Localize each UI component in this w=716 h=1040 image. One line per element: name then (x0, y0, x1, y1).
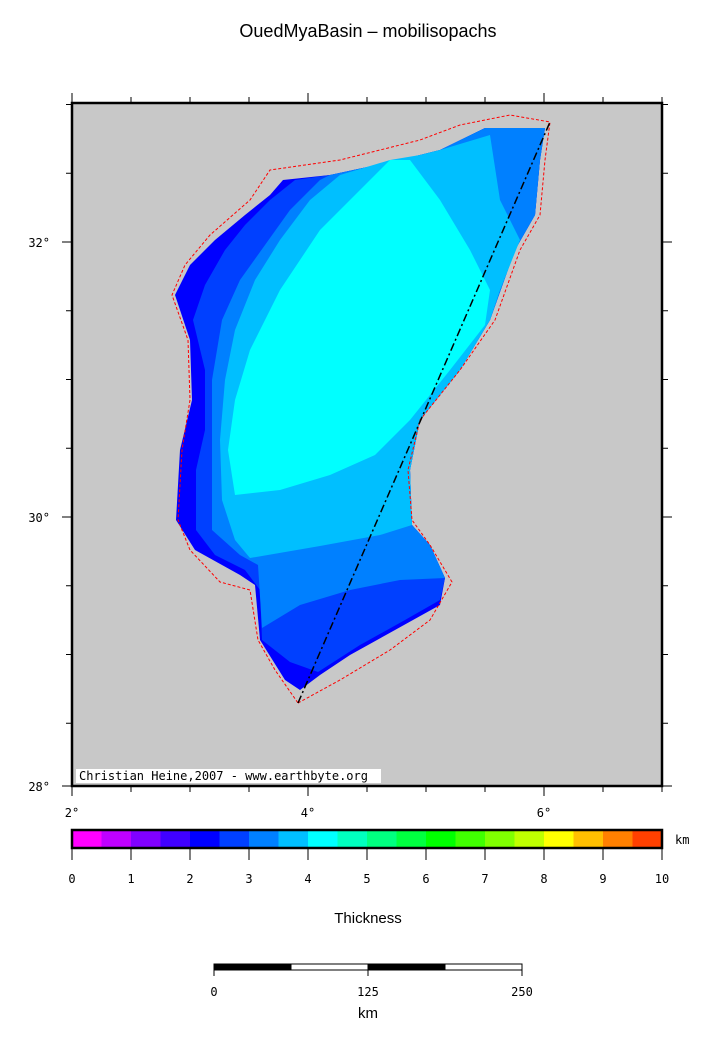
lon-label: 2° (65, 806, 79, 820)
colorbar-swatch (632, 830, 663, 848)
colorbar-swatch (219, 830, 250, 848)
scalebar-label: 250 (511, 985, 533, 999)
colorbar-frame (70, 828, 664, 850)
colorbar-swatch (544, 830, 574, 848)
colorbar-swatch (396, 830, 427, 848)
thickness-layer (228, 160, 490, 495)
scalebar-label: 0 (210, 985, 217, 999)
scalebar-segment (367, 963, 446, 971)
colorbar-swatch (337, 830, 368, 848)
scalebar-segment (213, 963, 292, 971)
colorbar-unit: km (675, 833, 689, 847)
profile-line (297, 121, 551, 704)
basin-outline (171, 114, 551, 704)
map-title: OuedMyaBasin – mobilisopachs (239, 21, 496, 41)
colorbar-swatch (455, 830, 486, 848)
colorbar-tick-label: 1 (127, 872, 134, 886)
credit-box (76, 769, 381, 783)
colorbar-swatch (72, 830, 102, 848)
colorbar-swatch (573, 830, 604, 848)
colorbar-tick-label: 9 (599, 872, 606, 886)
colorbar: 0 1 2 3 4 5 6 7 8 9 10 km Thickness (68, 828, 689, 927)
colorbar-swatch (367, 830, 397, 848)
colorbar-tick-label: 7 (481, 872, 488, 886)
colorbar-swatch (308, 830, 338, 848)
lat-label: 30° (28, 511, 50, 525)
colorbar-tick-label: 10 (655, 872, 669, 886)
scalebar: km 0 125 250 (210, 963, 533, 1022)
colorbar-swatch (101, 830, 132, 848)
colorbar-swatch (485, 830, 515, 848)
colorbar-swatch (514, 830, 545, 848)
colorbar-swatch (160, 830, 191, 848)
colorbar-tick-label: 5 (363, 872, 370, 886)
colorbar-swatch (278, 830, 309, 848)
lon-label: 6° (537, 806, 551, 820)
scalebar-segment (444, 963, 523, 971)
colorbar-swatch (426, 830, 456, 848)
scalebar-segment (290, 963, 369, 971)
colorbar-tick-label: 0 (68, 872, 75, 886)
lat-label: 28° (28, 780, 50, 794)
lat-label: 32° (28, 236, 50, 250)
scalebar-label: 125 (357, 985, 379, 999)
colorbar-tick-label: 4 (304, 872, 311, 886)
colorbar-swatch (190, 830, 220, 848)
colorbar-tick-label: 6 (422, 872, 429, 886)
credit-text: Christian Heine,2007 - www.earthbyte.org (79, 769, 368, 783)
map-area: Christian Heine,2007 - www.earthbyte.org… (28, 93, 672, 820)
lon-label: 4° (301, 806, 315, 820)
colorbar-tick-label: 8 (540, 872, 547, 886)
colorbar-swatch (603, 830, 633, 848)
thickness-layers (175, 128, 545, 690)
colorbar-label: Thickness (334, 910, 402, 927)
scalebar-unit: km (358, 1005, 378, 1022)
colorbar-tick-label: 3 (245, 872, 252, 886)
colorbar-tick-label: 2 (186, 872, 193, 886)
colorbar-swatch (249, 830, 279, 848)
map-ticks: 2° 4° 6° 28° 30° 32° (28, 93, 672, 820)
colorbar-swatch (131, 830, 161, 848)
